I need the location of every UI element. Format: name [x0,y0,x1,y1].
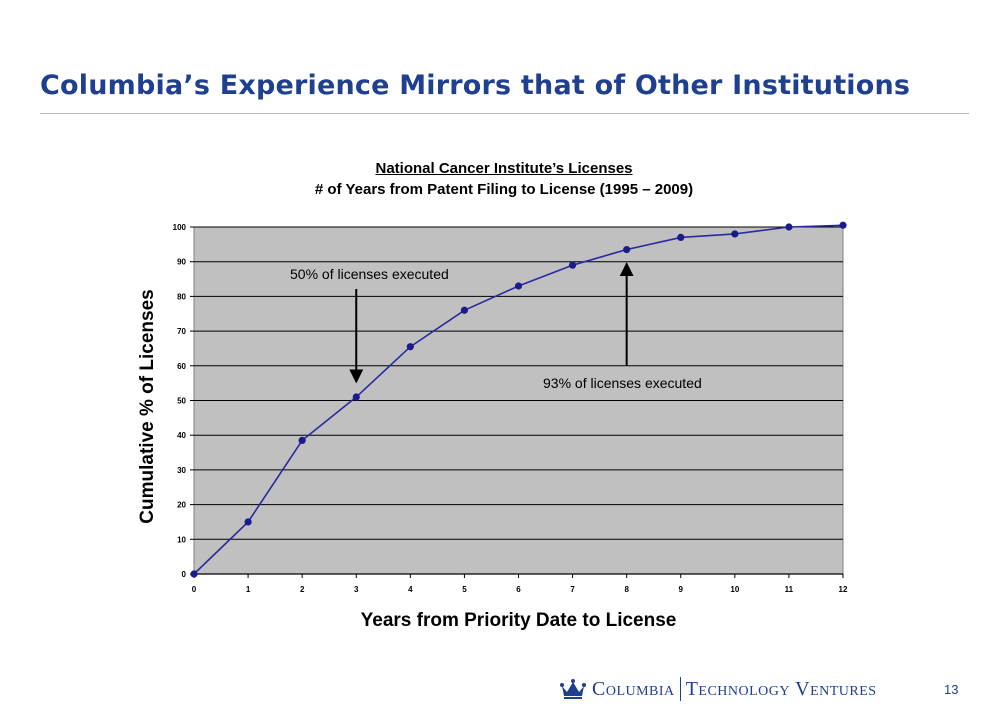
data-point [298,436,306,445]
x-tick-label: 9 [679,585,684,594]
y-tick-label: 0 [182,570,187,579]
y-tick-label: 40 [177,431,186,440]
data-point [568,261,577,269]
data-point [677,233,685,242]
x-tick-label: 6 [516,585,521,594]
chart-subtitle: # of Years from Patent Filing to License… [314,181,694,198]
chart-title: National Cancer Institute’s Licenses [375,160,633,177]
y-tick-label: 50 [177,397,186,406]
data-point [731,230,739,238]
x-tick-label: 5 [462,585,467,594]
title-divider [40,113,969,114]
y-tick-label: 10 [177,535,186,544]
data-point [623,245,631,254]
x-tick-label: 2 [300,585,305,594]
columbia-technology-ventures-logo: Columbia Technology Ventures [560,676,877,702]
data-point [839,221,847,229]
data-point [352,393,360,401]
annotation-label: 50% of licenses executed [290,266,449,282]
y-tick-label: 80 [177,292,186,301]
x-tick-label: 1 [246,585,251,594]
x-tick-label: 0 [192,585,197,594]
logo-divider [679,677,681,701]
y-axis-title: Cumulative % of Licenses [137,289,158,523]
data-point [244,518,252,526]
crown-icon [560,679,586,699]
x-tick-label: 10 [730,585,739,594]
x-tick-label: 3 [354,585,359,594]
y-tick-label: 20 [177,501,186,510]
data-point [406,343,414,351]
page-number: 13 [944,682,959,697]
y-tick-label: 60 [177,362,186,371]
x-tick-label: 4 [408,585,413,594]
x-axis-title: Years from Priority Date to License [361,610,677,631]
x-tick-label: 12 [839,585,848,594]
y-tick-label: 70 [177,327,186,336]
x-tick-label: 11 [785,585,794,594]
slide-title: Columbia’s Experience Mirrors that of Ot… [40,70,911,101]
y-tick-label: 90 [177,258,186,267]
data-point [785,223,793,231]
x-tick-label: 8 [624,585,629,594]
logo-technology-ventures-text: Technology Ventures [685,677,877,700]
y-tick-label: 30 [177,466,186,475]
x-tick-label: 7 [570,585,575,594]
data-point [460,306,469,314]
y-tick-label: 100 [173,223,187,232]
annotation-label: 93% of licenses executed [543,375,702,391]
logo-columbia-text: Columbia [592,677,675,700]
data-point [190,570,198,578]
data-point [514,282,523,290]
